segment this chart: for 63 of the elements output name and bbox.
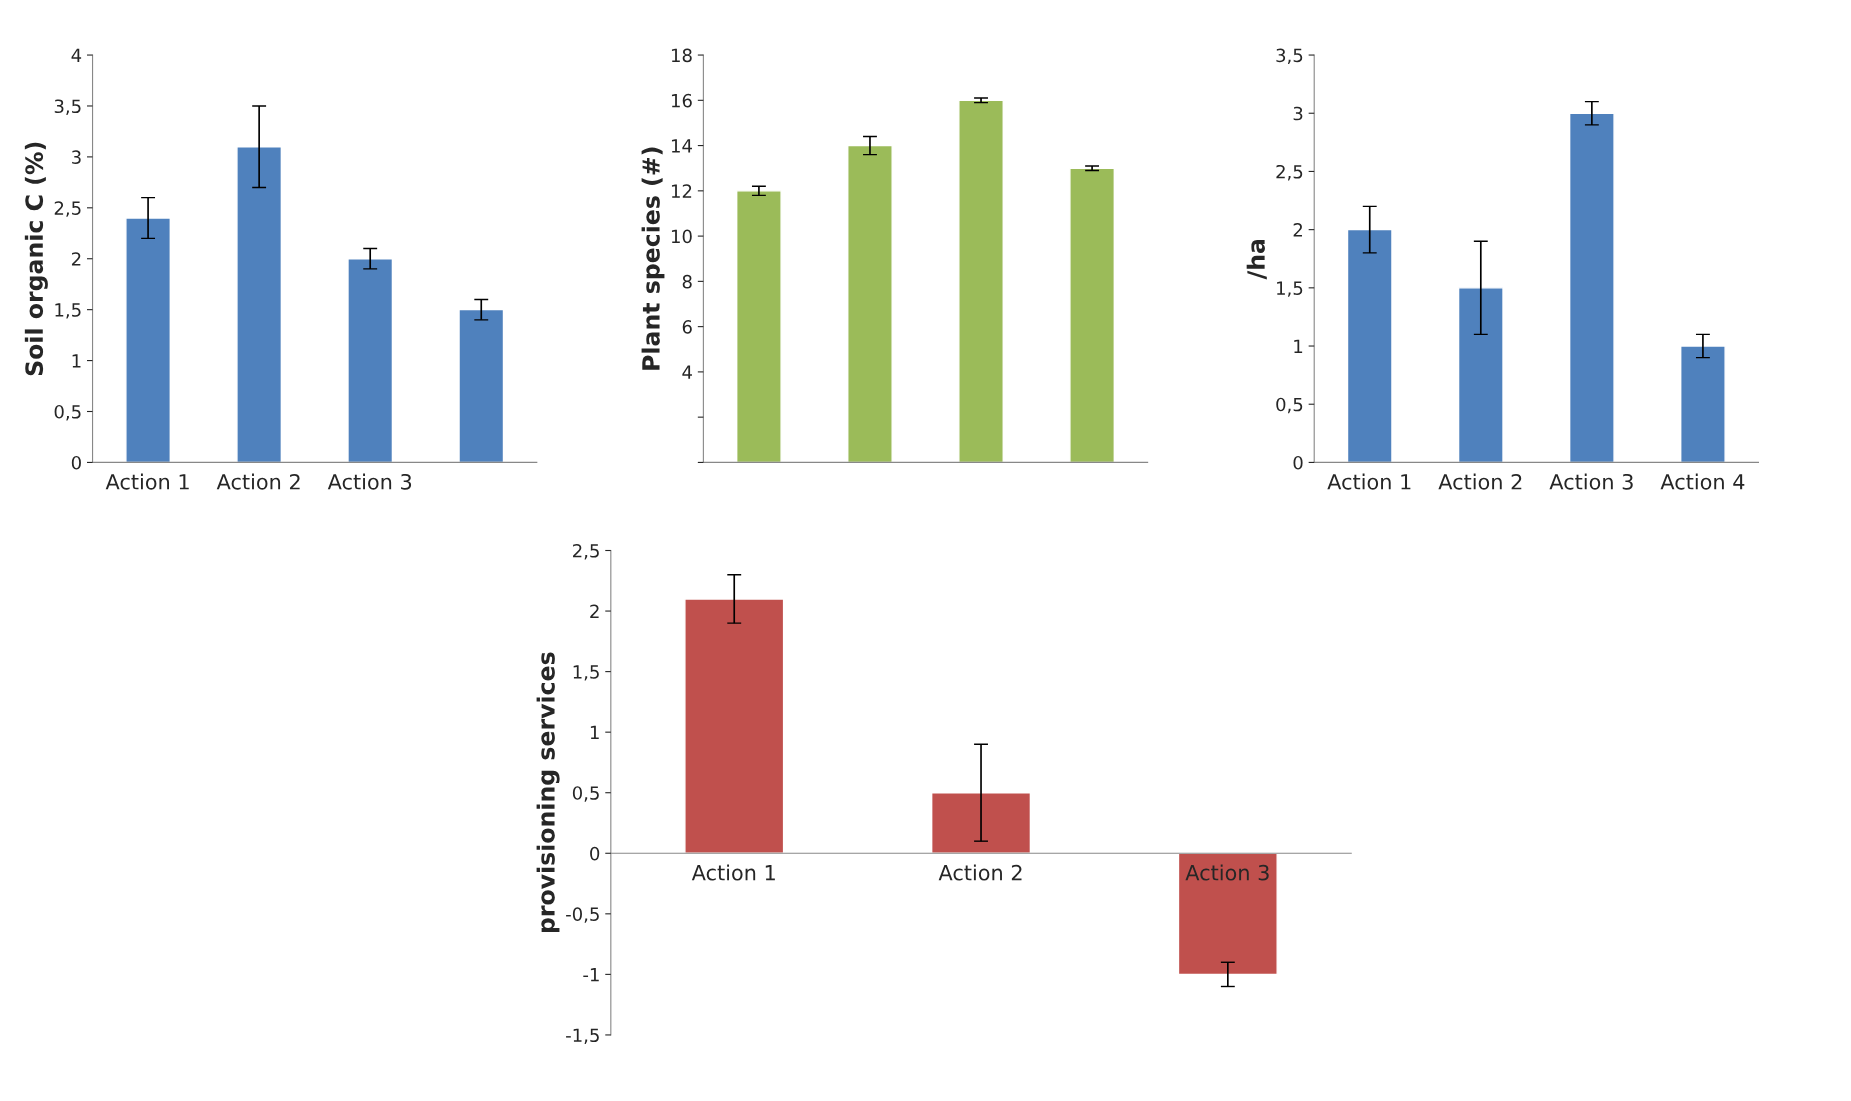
bar [1069,167,1115,463]
y-tick-label: 0,5 [572,786,599,802]
y-tick-label: 14 [671,139,692,153]
y-tick-label: 4 [682,365,692,379]
bar [847,144,893,463]
bar [236,146,283,463]
x-tick-label: Action 4 [1660,473,1745,490]
y-tick-label: 2 [590,604,599,618]
bar [1346,228,1393,463]
y-tick-label: 1,5 [573,665,599,681]
y-tick-label: 4 [71,48,82,62]
bar [684,598,785,854]
x-tick-label: Action 1 [105,473,189,490]
x-tick-label: Action 3 [327,473,412,490]
y-axis-title: Soil organic C (%) [24,142,48,376]
y-tick-label: 18 [671,48,692,63]
y-tick-label: 2 [1293,223,1302,237]
y-tick-label: 16 [671,93,692,108]
y-tick-label: 3 [1293,106,1303,121]
x-tick-label: Action 2 [938,864,1022,881]
x-tick-label: Action 3 [1549,473,1633,490]
y-tick-label: 0,5 [54,404,81,421]
y-tick-label: 1 [1294,339,1303,353]
y-tick-label: 2,5 [573,543,599,560]
y-tick-label: 0,5 [1276,397,1303,414]
y-tick-label: 1,5 [1277,281,1303,297]
bar [1680,345,1726,463]
y-tick-label: 3 [72,150,81,165]
y-tick-label: 0 [1293,455,1303,470]
y-tick-label: 2,5 [1276,164,1303,181]
y-tick-label: 6 [682,320,692,334]
x-tick-label: Action 2 [1438,473,1522,490]
y-tick-label: 2 [71,252,81,266]
bar [958,99,1004,463]
y-tick-label: 2,5 [54,201,81,217]
bar [347,258,394,463]
x-tick-label: Action 2 [216,473,300,490]
bar [1568,112,1615,463]
y-tick-label: 0 [590,846,600,861]
y-tick-label: 10 [671,229,692,244]
y-tick-label: 0 [71,455,81,470]
y-tick-label: 1 [590,725,599,740]
bar [736,190,782,463]
y-tick-label: 3,5 [54,99,81,115]
bar [1457,287,1504,463]
bar [930,792,1032,854]
y-axis-title: Plant species (#) [641,147,665,370]
x-tick-label: Action 1 [691,864,775,881]
y-tick-label: -0,5 [566,907,599,923]
bar [458,308,505,463]
bar [125,217,171,463]
y-tick-label: -1,5 [566,1028,599,1044]
bar [1177,852,1278,976]
y-tick-label: 12 [671,184,692,198]
y-tick-label: 3,5 [1276,48,1303,65]
y-tick-label: 1 [72,354,81,368]
y-tick-label: 1,5 [55,303,81,319]
y-axis-title: /ha [1246,239,1267,280]
y-tick-label: 8 [682,274,692,289]
x-tick-label: Action 1 [1327,473,1411,490]
x-tick-label: Action 3 [1185,864,1269,881]
y-axis-title: provisioning services [536,652,560,933]
y-tick-label: -1 [583,968,599,982]
